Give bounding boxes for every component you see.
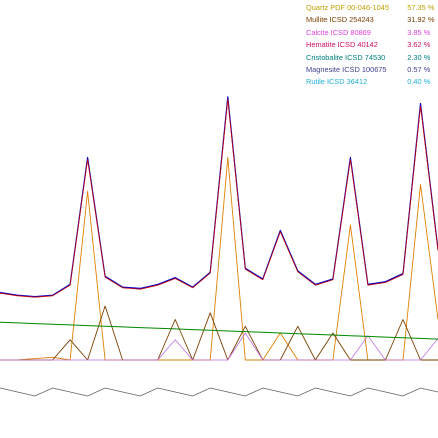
legend-phase-name: Quartz PDF 00-046-1045	[306, 3, 389, 12]
legend-phase-name: Hematite ICSD 40142	[306, 40, 378, 50]
legend-phase-percent: 0.57 %	[407, 65, 431, 75]
calculated-curve	[0, 99, 438, 298]
legend-phase-percent: 3.62 %	[407, 40, 431, 50]
legend-phase-percent: 31.92 %	[407, 15, 435, 25]
legend-phase-name: Magnesite ICSD 100675	[306, 65, 387, 75]
legend-entry: Magnesite ICSD 100675 0.57 %	[306, 64, 438, 76]
legend-entry: Calcite ICSD 80869 3.85 %	[306, 27, 438, 39]
legend-entry: Cristobalite ICSD 74530 2.30 %	[306, 52, 438, 64]
pattern-curves	[0, 96, 438, 397]
phase-legend: Quartz PDF 00-046-1045 57.35 % Mullite ICS…	[306, 2, 438, 89]
minor-phase-curve	[0, 332, 438, 361]
legend-phase-percent: 0.40 %	[407, 77, 431, 87]
observed-curve	[0, 96, 438, 298]
legend-phase-percent: 3.85 %	[407, 27, 431, 37]
legend-entry: Hematite ICSD 40142 3.62 %	[306, 39, 438, 51]
legend-phase-name: Calcite ICSD 80869	[306, 27, 371, 37]
legend-phase-name: Mullite ICSD 254243	[306, 15, 374, 25]
legend-phase-percent: 2.30 %	[407, 52, 431, 62]
background-curve	[0, 321, 438, 340]
legend-entry: Quartz PDF 00-046-1045 57.35 %	[306, 2, 438, 14]
legend-phase-name: Rutile ICSD 36412	[306, 77, 368, 87]
legend-entry: Mullite ICSD 254243 31.92 %	[306, 14, 438, 26]
legend-phase-name: Cristobalite ICSD 74530	[306, 52, 386, 62]
legend-phase-percent: 57.35 %	[407, 3, 435, 12]
quartz-phase-curve	[0, 157, 438, 361]
mullite-phase-curve	[0, 305, 438, 361]
legend-entry: Rutile ICSD 36412 0.40 %	[306, 76, 438, 88]
difference-curve	[0, 387, 438, 397]
